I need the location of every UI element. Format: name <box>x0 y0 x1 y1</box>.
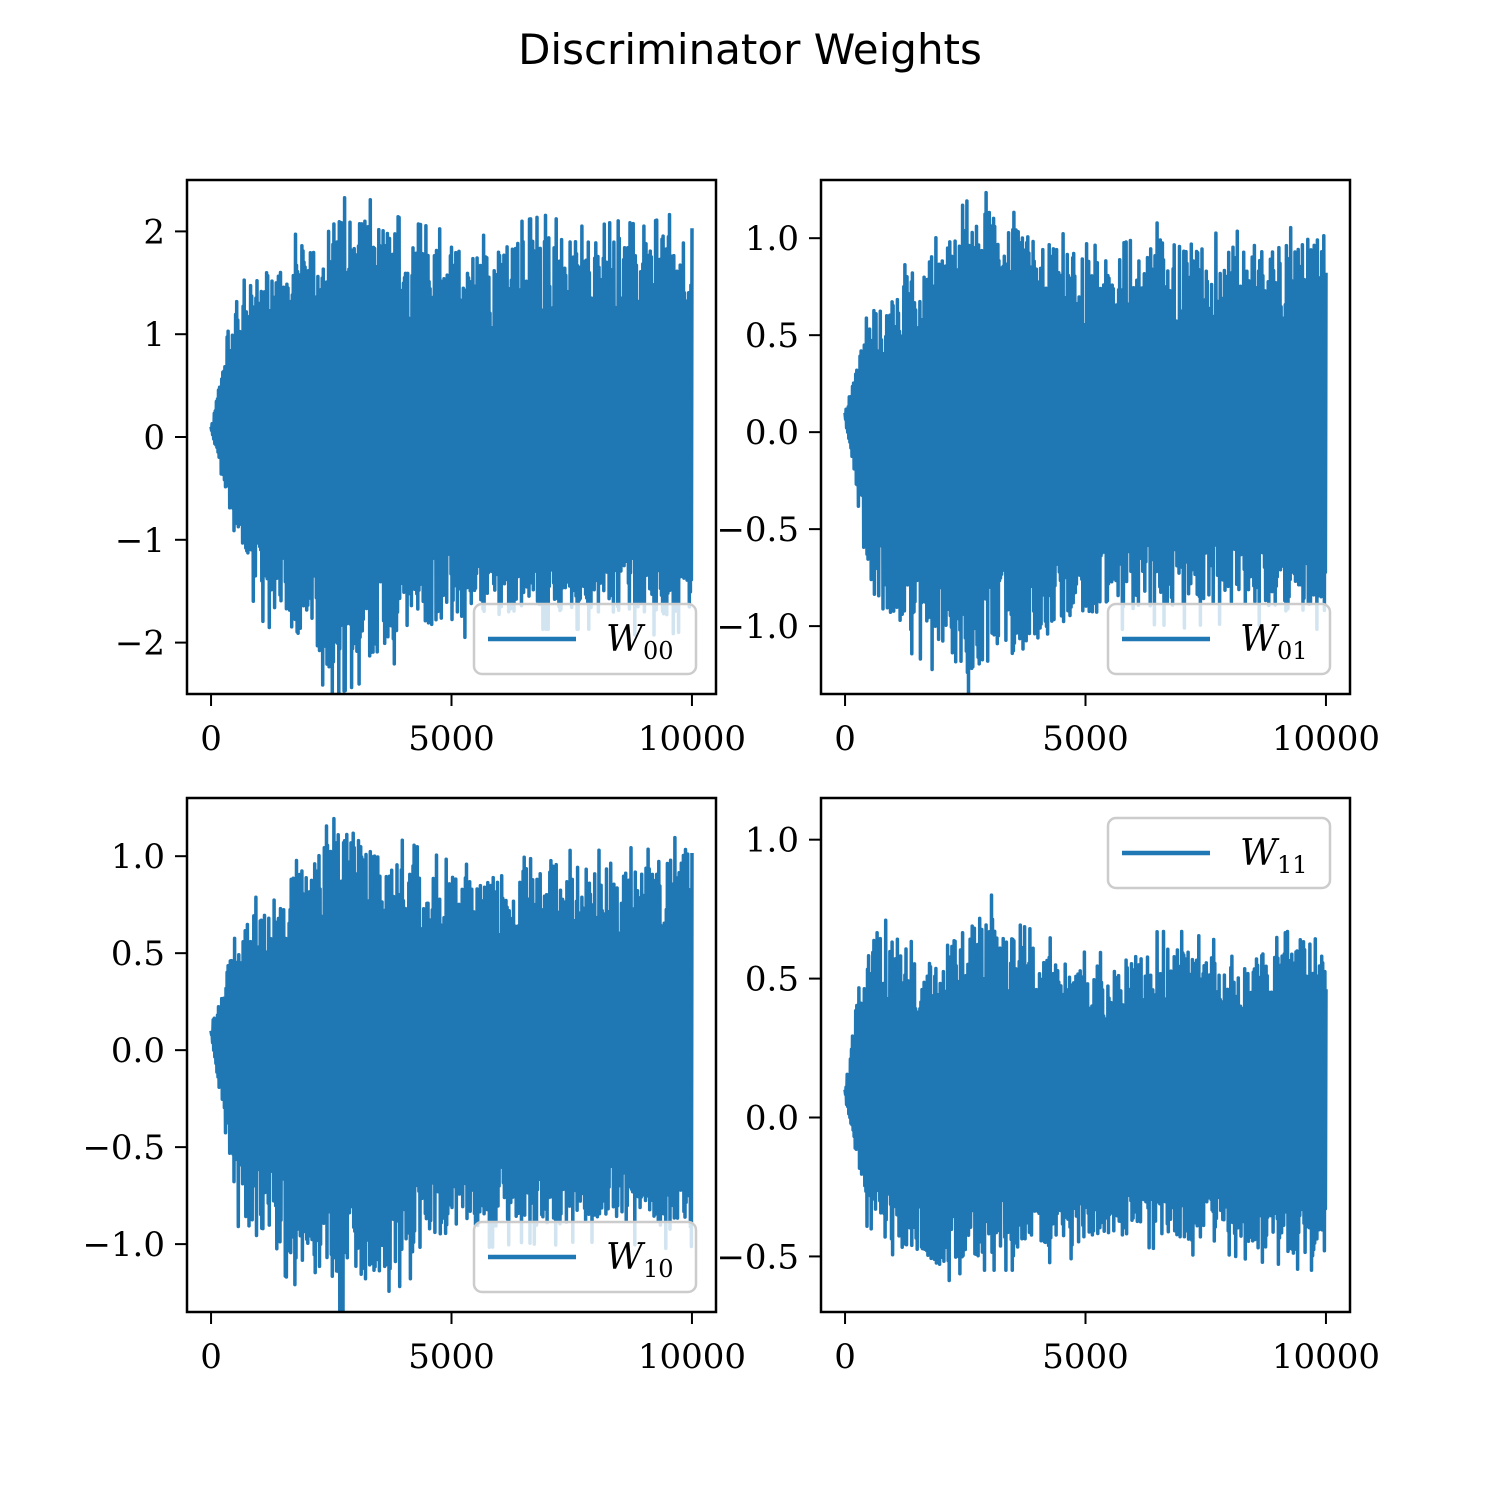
y-tick-label: 0.5 <box>745 960 799 1000</box>
x-tick-label: 10000 <box>638 719 746 759</box>
y-tick-label: −1 <box>115 521 165 561</box>
series-line-w00 <box>209 195 694 694</box>
y-tick-label: 0.0 <box>745 1099 799 1139</box>
series-line-w01 <box>843 190 1328 694</box>
subplot-00: 0 5000 10000 −2 −1 0 1 2 W00 <box>115 178 746 759</box>
y-tick-label: −0.5 <box>716 510 799 550</box>
x-tick-label: 0 <box>200 1337 222 1377</box>
x-tick-label: 0 <box>834 1337 856 1377</box>
legend-box <box>472 602 698 676</box>
y-tick-label: 1.0 <box>745 821 799 861</box>
x-tick-label: 10000 <box>638 1337 746 1377</box>
y-tick-label: 0.0 <box>111 1031 165 1071</box>
legend: W01 <box>1106 602 1332 676</box>
legend-label: W11 <box>1240 833 1308 879</box>
y-tick-label: 1 <box>143 315 165 355</box>
legend-box <box>472 1220 698 1294</box>
legend-label: W01 <box>1240 619 1308 665</box>
x-tick-label: 5000 <box>408 719 495 759</box>
legend-box <box>1106 816 1332 890</box>
legend-label: W00 <box>606 619 674 665</box>
x-tick-label: 10000 <box>1272 719 1380 759</box>
x-tick-label: 0 <box>200 719 222 759</box>
y-tick-label: 2 <box>143 212 165 252</box>
y-tick-label: 0.5 <box>745 316 799 356</box>
y-tick-label: −0.5 <box>716 1237 799 1277</box>
y-tick-label: 0 <box>143 418 165 458</box>
x-tick-label: 5000 <box>408 1337 495 1377</box>
subplot-10: 0 5000 10000 −1.0 −0.5 0.0 0.5 1.0 W10 <box>82 796 746 1377</box>
figure-title: Discriminator Weights <box>518 25 982 74</box>
y-tick-label: −2 <box>115 624 165 664</box>
y-tick-label: 1.0 <box>111 837 165 877</box>
series-line-w11 <box>843 893 1328 1283</box>
y-tick-label: 0.5 <box>111 934 165 974</box>
x-tick-label: 10000 <box>1272 1337 1380 1377</box>
x-tick-label: 5000 <box>1042 719 1129 759</box>
x-tick-label: 0 <box>834 719 856 759</box>
x-tick-label: 5000 <box>1042 1337 1129 1377</box>
y-tick-label: 0.0 <box>745 413 799 453</box>
y-tick-label: −1.0 <box>716 607 799 647</box>
y-tick-label: −1.0 <box>82 1225 165 1265</box>
legend: W10 <box>472 1220 698 1294</box>
legend: W11 <box>1106 816 1332 890</box>
legend-label: W10 <box>606 1237 674 1283</box>
subplot-11: 0 5000 10000 −0.5 0.0 0.5 1.0 W11 <box>716 796 1380 1377</box>
legend: W00 <box>472 602 698 676</box>
series-line-w10 <box>209 816 694 1312</box>
legend-box <box>1106 602 1332 676</box>
subplots: 0 5000 10000 −2 −1 0 1 2 W00 0 5000 10000 −1.0 −0.5 0.… <box>82 178 1380 1377</box>
y-tick-label: 1.0 <box>745 219 799 259</box>
subplot-01: 0 5000 10000 −1.0 −0.5 0.0 0.5 1.0 W01 <box>716 178 1380 759</box>
y-tick-label: −0.5 <box>82 1128 165 1168</box>
